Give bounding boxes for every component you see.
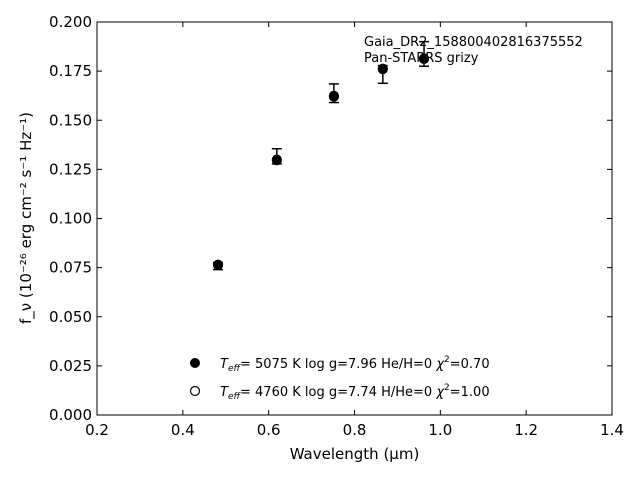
observed-point	[419, 53, 430, 64]
legend-params-2: log g=7.74 H/He=0	[305, 385, 432, 400]
x-tick-label: 1.0	[428, 421, 452, 439]
legend-params-1: log g=7.96 He/H=0	[305, 357, 432, 372]
legend-teff-1: 5075 K	[255, 357, 301, 372]
annotation-line-1: Gaia_DR2_158800402816375552	[364, 35, 583, 50]
legend-teff-2: 4760 K	[255, 385, 301, 400]
x-tick-label: 0.6	[257, 421, 281, 439]
x-tick-label: 0.8	[343, 421, 367, 439]
x-tick-label: 1.4	[600, 421, 624, 439]
y-tick-label: 0.125	[49, 160, 92, 178]
observed-point	[271, 154, 282, 165]
legend-entry-1: Teff= 5075 K log g=7.96 He/H=0 χ2=0.70	[220, 355, 490, 374]
legend-marker-filled	[190, 358, 200, 368]
y-tick-label: 0.200	[49, 13, 92, 31]
y-tick-label: 0.100	[49, 210, 92, 228]
legend-chi2-1: =0.70	[450, 357, 490, 372]
plot-area	[96, 21, 613, 416]
y-tick-label: 0.050	[49, 308, 92, 326]
y-tick-label: 0.150	[49, 111, 92, 129]
observed-point	[377, 63, 388, 74]
x-tick-label: 0.2	[85, 421, 109, 439]
y-tick-label: 0.025	[49, 357, 92, 375]
y-tick-label: 0.175	[49, 62, 92, 80]
observed-point	[213, 260, 224, 271]
observed-point	[328, 90, 339, 101]
legend-entry-2: Teff= 4760 K log g=7.74 H/He=0 χ2=1.00	[220, 383, 490, 402]
legend: Teff= 5075 K log g=7.96 He/H=0 χ2=0.70 T…	[189, 355, 490, 402]
ticks: 0.2 0.4 0.6 0.8 1.0 1.2 1.4 0.000 0.025 0.050 0.07…	[49, 13, 624, 439]
annotation-line-2: Pan-STARRS grizy	[364, 51, 479, 66]
y-tick-label: 0.000	[49, 406, 92, 424]
data-points	[212, 53, 430, 271]
x-tick-label: 0.4	[171, 421, 195, 439]
legend-chi2-2: =1.00	[450, 385, 490, 400]
x-tick-label: 1.2	[514, 421, 538, 439]
x-axis-label: Wavelength (μm)	[290, 445, 420, 463]
legend-marker-open	[189, 385, 201, 397]
y-tick-label: 0.075	[49, 259, 92, 277]
y-axis-label: f_ν (10⁻²⁶ erg cm⁻² s⁻¹ Hz⁻¹)	[17, 112, 36, 324]
